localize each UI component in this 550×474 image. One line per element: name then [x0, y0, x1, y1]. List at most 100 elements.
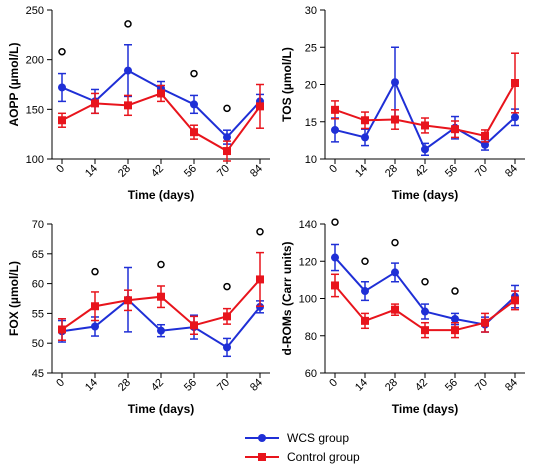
series-control — [331, 273, 519, 339]
significance-marker — [421, 277, 429, 286]
data-point-control — [481, 131, 489, 140]
data-point-control — [421, 121, 429, 130]
data-point-wcs — [91, 322, 99, 331]
significance-marker — [91, 267, 99, 276]
x-tick-label: 70 — [215, 163, 232, 180]
significance-marker — [190, 69, 198, 78]
x-tick-label: 84 — [248, 377, 265, 394]
legend-wcs-marker — [258, 434, 266, 442]
y-tick-label: 25 — [305, 42, 317, 54]
y-tick-label: 60 — [32, 279, 44, 291]
x-axis-title: Time (days) — [128, 188, 194, 202]
x-tick-label: 56 — [443, 377, 460, 394]
series-control — [58, 83, 264, 162]
y-tick-label: 200 — [26, 55, 44, 67]
data-point-control — [511, 79, 519, 88]
series-wcs — [58, 266, 264, 358]
significance-marker — [391, 238, 399, 247]
chart-panel-1: 100 150 200 250 0 14 28 42 56 70 84 Time (days) AOPP… — [7, 5, 270, 202]
y-tick-label: 50 — [32, 338, 44, 350]
significance-marker — [331, 218, 339, 226]
data-point-control — [361, 116, 369, 125]
data-point-wcs — [361, 287, 369, 296]
y-tick-label: 20 — [305, 80, 317, 92]
data-point-control — [391, 305, 399, 314]
x-tick-label: 14 — [353, 377, 370, 394]
y-tick-label: 60 — [305, 368, 317, 380]
chart-panel-2: 10 15 20 25 30 0 14 28 42 56 70 84 Time (days) TOS (µ… — [280, 5, 525, 202]
y-tick-label: 55 — [32, 308, 44, 320]
y-tick-label: 100 — [299, 294, 317, 306]
data-point-control — [124, 296, 132, 305]
x-tick-label: 28 — [116, 163, 133, 180]
data-point-control — [58, 116, 66, 125]
data-point-control — [256, 102, 264, 111]
significance-marker — [223, 282, 231, 291]
y-tick-label: 140 — [299, 219, 317, 231]
data-point-control — [157, 89, 165, 98]
x-tick-label: 0 — [327, 163, 340, 176]
x-tick-label: 0 — [54, 163, 67, 176]
y-tick-label: 120 — [299, 256, 317, 268]
series-control — [331, 52, 519, 143]
x-axis-title: Time (days) — [128, 402, 194, 416]
legend-control-marker — [258, 453, 266, 461]
x-tick-label: 70 — [473, 163, 490, 180]
y-tick-label: 65 — [32, 249, 44, 261]
data-point-control — [451, 326, 459, 335]
data-point-control — [361, 316, 369, 325]
data-point-wcs — [421, 145, 429, 154]
data-point-wcs — [451, 314, 459, 323]
data-point-wcs — [331, 253, 339, 262]
data-point-control — [223, 147, 231, 156]
x-tick-label: 42 — [413, 163, 430, 180]
x-tick-label: 56 — [443, 163, 460, 180]
series-control — [58, 251, 264, 341]
x-tick-label: 14 — [353, 163, 370, 180]
significance-marker — [223, 104, 231, 113]
data-point-wcs — [391, 78, 399, 87]
data-point-wcs — [421, 307, 429, 316]
data-point-control — [451, 125, 459, 134]
x-axis-title: Time (days) — [392, 188, 458, 202]
x-tick-label: 28 — [383, 163, 400, 180]
y-tick-label: 45 — [32, 368, 44, 380]
significance-marker — [256, 227, 264, 236]
significance-marker — [451, 287, 459, 295]
data-point-control — [190, 128, 198, 137]
data-point-control — [91, 302, 99, 311]
y-tick-label: 80 — [305, 331, 317, 343]
data-point-wcs — [361, 133, 369, 142]
legend-wcs-label: WCS group — [287, 431, 349, 445]
data-point-wcs — [157, 326, 165, 335]
chart-panel-4: 60 80 100 120 140 0 14 28 42 56 70 84 Time (days) d-R… — [280, 218, 525, 416]
y-tick-label: 15 — [305, 117, 317, 129]
y-tick-label: 100 — [26, 154, 44, 166]
y-tick-label: 250 — [26, 5, 44, 17]
data-point-control — [481, 318, 489, 327]
data-point-control — [190, 321, 198, 330]
significance-marker — [361, 257, 369, 265]
y-axis-title: d-ROMs (Carr units) — [280, 241, 294, 355]
x-tick-label: 28 — [116, 377, 133, 394]
x-tick-label: 14 — [83, 163, 100, 180]
data-point-control — [157, 292, 165, 301]
y-tick-label: 150 — [26, 104, 44, 116]
data-point-wcs — [190, 100, 198, 109]
data-point-wcs — [481, 140, 489, 149]
chart-panel-3: 45 50 55 60 65 70 0 14 28 42 56 70 84 Time (days) FOX … — [7, 219, 270, 416]
data-point-wcs — [331, 125, 339, 134]
y-tick-label: 10 — [305, 154, 317, 166]
data-point-control — [331, 281, 339, 290]
x-tick-label: 14 — [83, 377, 100, 394]
data-point-wcs — [58, 83, 66, 92]
data-point-control — [511, 296, 519, 305]
x-tick-label: 0 — [54, 377, 67, 390]
data-point-wcs — [511, 113, 519, 122]
y-tick-label: 30 — [305, 5, 317, 17]
x-tick-label: 42 — [149, 163, 166, 180]
data-point-wcs — [391, 268, 399, 277]
x-tick-label: 70 — [215, 377, 232, 394]
